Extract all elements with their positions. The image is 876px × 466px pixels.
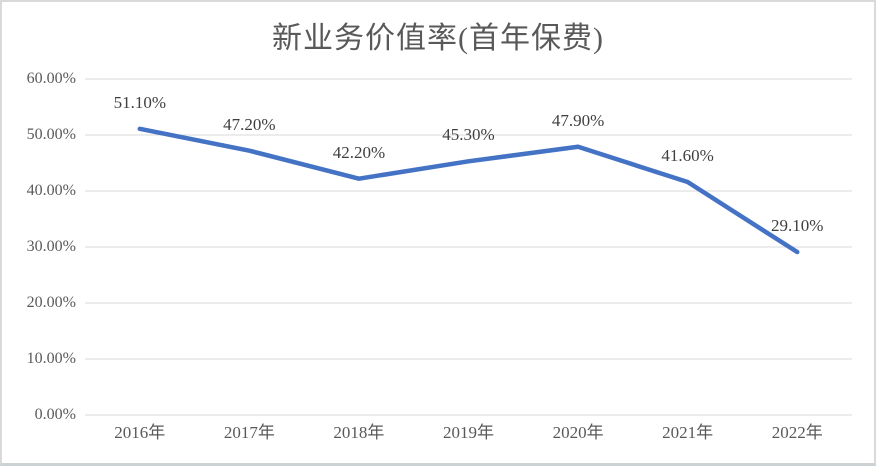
chart-title: 新业务价值率(首年保费) (272, 22, 604, 55)
data-point-label: 47.90% (551, 110, 605, 130)
y-axis-tick-label: 30.00% (26, 238, 76, 255)
data-point-label: 51.10% (113, 92, 166, 112)
x-axis-tick-label: 2017年 (223, 423, 275, 442)
y-axis-tick-label: 60.00% (26, 70, 76, 87)
x-axis-tick-label: 2019年 (443, 423, 494, 442)
y-axis-tick-label: 50.00% (26, 126, 76, 143)
x-axis-tick-label: 2021年 (662, 423, 714, 442)
y-axis-tick-label: 20.00% (26, 294, 76, 311)
data-point-label: 45.30% (442, 125, 495, 145)
x-axis-tick-label: 2020年 (552, 423, 604, 442)
data-point-label: 29.10% (770, 216, 824, 236)
y-axis-tick-label: 0.00% (34, 406, 76, 423)
data-point-label: 41.60% (661, 146, 714, 166)
x-axis-tick-label: 2018年 (333, 423, 385, 442)
data-point-label: 42.20% (332, 142, 386, 162)
data-series-line (137, 126, 800, 255)
x-axis-tick-label: 2022年 (771, 423, 823, 442)
y-axis-tick-label: 10.00% (26, 350, 76, 367)
x-axis-tick-label: 2016年 (114, 423, 166, 442)
data-point-label: 47.20% (223, 114, 276, 134)
y-axis-tick-label: 40.00% (26, 182, 76, 199)
